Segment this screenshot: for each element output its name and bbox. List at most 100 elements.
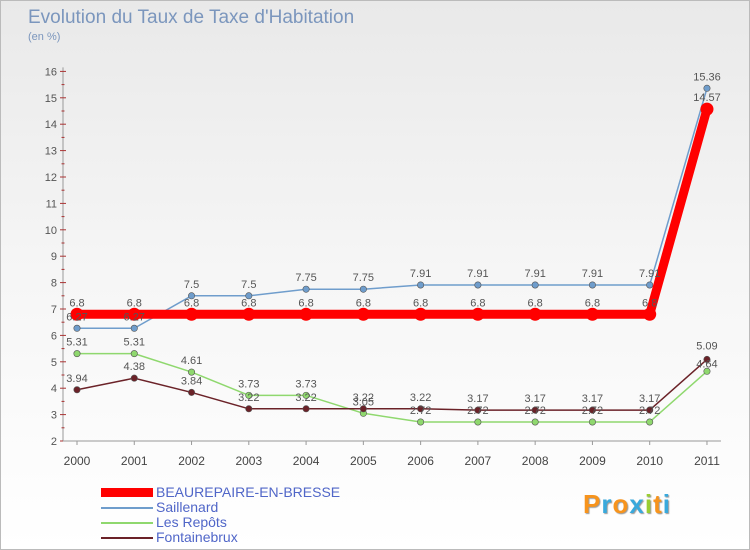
series-0-label-2009: 6.8 — [585, 297, 600, 309]
series-3-label-2010: 3.17 — [639, 393, 660, 405]
series-1-label-2011: 15.36 — [693, 71, 721, 83]
series-2-point-2007 — [474, 418, 482, 426]
series-1-label-2008: 7.91 — [524, 268, 545, 280]
series-1-label-2001: 6.27 — [124, 311, 145, 323]
series-1-label-2010: 7.91 — [639, 268, 660, 280]
series-2-label-2011: 4.64 — [696, 358, 717, 370]
legend-label-1: Saillenard — [156, 499, 219, 515]
legend-label-2: Les Repôts — [156, 514, 227, 530]
series-3-label-2003: 3.22 — [238, 392, 259, 404]
series-line-3 — [76, 358, 708, 411]
series-3-label-2000: 3.94 — [66, 373, 87, 385]
y-tick-label-8: 8 — [51, 278, 57, 290]
x-tick-label-2008: 2008 — [522, 454, 549, 468]
series-0-point-2006 — [414, 307, 428, 321]
y-tick-label-5: 5 — [51, 357, 57, 369]
x-tick-label-2001: 2001 — [121, 454, 148, 468]
logo-letter: P — [583, 489, 602, 519]
legend-swatch-2 — [101, 521, 153, 524]
logo-letter: i — [644, 489, 654, 519]
y-tick-label-14: 14 — [45, 119, 57, 131]
x-tick-label-2010: 2010 — [636, 454, 663, 468]
series-3-label-2006: 3.22 — [410, 392, 431, 404]
series-0-label-2005: 6.8 — [356, 297, 371, 309]
series-3-point-2009 — [588, 406, 596, 414]
x-tick-label-2006: 2006 — [407, 454, 434, 468]
series-3-point-2011 — [703, 355, 711, 363]
series-3-label-2004: 3.22 — [295, 392, 316, 404]
series-3-point-2003 — [245, 405, 253, 413]
series-line-2 — [76, 352, 708, 423]
series-0-label-2003: 6.8 — [241, 297, 256, 309]
series-2-label-2000: 5.31 — [66, 337, 87, 349]
series-2-point-2003 — [245, 391, 253, 399]
x-tick-label-2005: 2005 — [350, 454, 377, 468]
series-1-label-2004: 7.75 — [295, 272, 316, 284]
series-0-point-2003 — [242, 307, 256, 321]
series-0-point-2000 — [70, 307, 84, 321]
series-1-point-2003 — [245, 292, 253, 300]
series-2-label-2004: 3.73 — [295, 378, 316, 390]
legend-label-3: Fontainebrux — [156, 529, 238, 545]
series-3-point-2007 — [474, 406, 482, 414]
series-1-point-2009 — [588, 281, 596, 289]
series-3-label-2011: 5.09 — [696, 340, 717, 352]
x-tick-label-2004: 2004 — [293, 454, 320, 468]
series-1-label-2006: 7.91 — [410, 268, 431, 280]
x-tick-label-2002: 2002 — [178, 454, 205, 468]
series-2-point-2000 — [73, 350, 81, 358]
series-1-point-2010 — [646, 281, 654, 289]
series-1-point-2007 — [474, 281, 482, 289]
series-2-label-2005: 3.05 — [353, 396, 374, 408]
series-0-point-2007 — [471, 307, 485, 321]
x-tick-label-2009: 2009 — [579, 454, 606, 468]
series-2-label-2009: 2.72 — [582, 405, 603, 417]
series-3-label-2005: 3.22 — [353, 392, 374, 404]
series-1-point-2004 — [302, 285, 310, 293]
series-0-label-2000: 6.8 — [69, 297, 84, 309]
series-1-label-2000: 6.27 — [66, 311, 87, 323]
chart-subtitle: (en %) — [28, 31, 61, 43]
series-2-label-2003: 3.73 — [238, 378, 259, 390]
series-2-label-2008: 2.72 — [524, 405, 545, 417]
y-tick-label-9: 9 — [51, 251, 57, 263]
logo-letter: x — [629, 489, 645, 519]
series-1-point-2005 — [359, 285, 367, 293]
series-2-label-2001: 5.31 — [124, 337, 145, 349]
logo-letter: o — [612, 489, 630, 519]
series-3-point-2005 — [359, 405, 367, 413]
y-tick-label-13: 13 — [45, 146, 57, 158]
legend-swatch-0 — [101, 488, 153, 497]
y-tick-label-3: 3 — [51, 410, 57, 422]
series-0-label-2010: 6.8 — [642, 297, 657, 309]
y-tick-label-11: 11 — [46, 198, 57, 210]
logo-letter: t — [653, 489, 663, 519]
series-3-point-2006 — [417, 405, 425, 413]
series-0-point-2009 — [585, 307, 599, 321]
series-0-point-2008 — [528, 307, 542, 321]
series-2-label-2002: 4.61 — [181, 355, 202, 367]
series-0-label-2002: 6.8 — [184, 297, 199, 309]
series-3-label-2002: 3.84 — [181, 375, 202, 387]
series-1-label-2002: 7.5 — [184, 279, 199, 291]
series-0-point-2002 — [185, 307, 199, 321]
y-tick-label-7: 7 — [51, 304, 57, 316]
series-3-point-2002 — [188, 388, 196, 396]
series-2-point-2010 — [646, 418, 654, 426]
series-2-point-2004 — [302, 391, 310, 399]
series-3-label-2001: 4.38 — [124, 361, 145, 373]
series-0-label-2011: 14.57 — [693, 92, 721, 104]
y-tick-label-2: 2 — [51, 436, 57, 448]
series-0-label-2006: 6.8 — [413, 297, 428, 309]
series-2-point-2011 — [703, 367, 711, 375]
series-0-point-2004 — [299, 307, 313, 321]
series-line-1 — [76, 87, 708, 330]
series-1-point-2006 — [417, 281, 425, 289]
legend-label-0: BEAUREPAIRE-EN-BRESSE — [156, 484, 341, 500]
series-2-label-2010: 2.72 — [639, 405, 660, 417]
series-2-point-2009 — [588, 418, 596, 426]
chart-title: Evolution du Taux de Taxe d'Habitation — [28, 7, 355, 28]
series-2-point-2002 — [188, 368, 196, 376]
series-1-point-2008 — [531, 281, 539, 289]
